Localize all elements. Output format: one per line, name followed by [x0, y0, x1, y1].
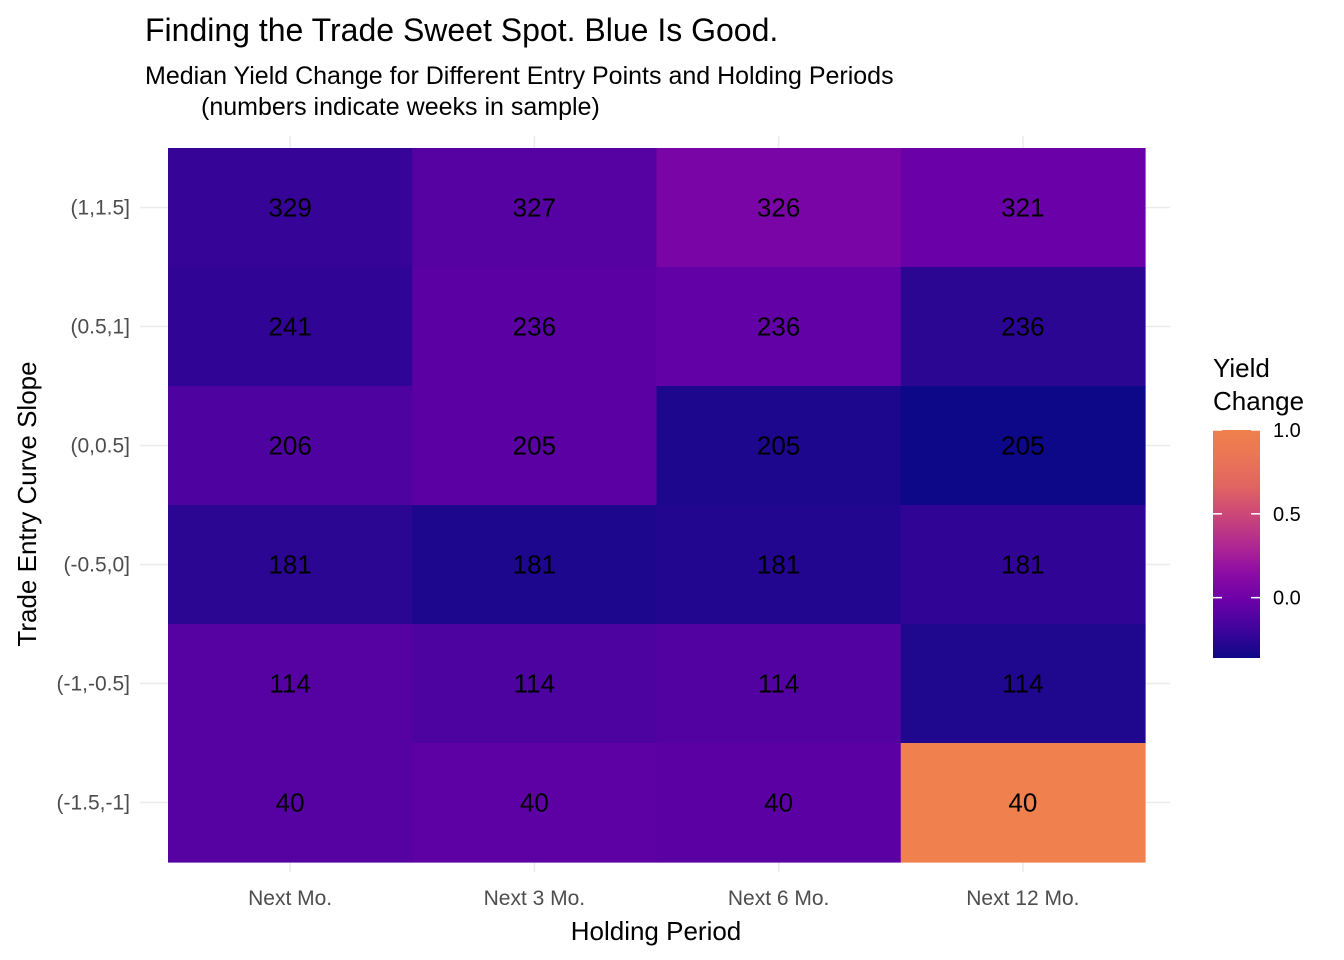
heatmap-cell: [656, 505, 902, 625]
cell-count-label: 181: [513, 550, 556, 580]
heatmap-cell: [168, 505, 413, 625]
legend-title-line2: Change: [1213, 386, 1304, 416]
cell-labels: 329 327 326 321 241 236 236 236 206 205 205 205 181 1…: [268, 193, 1044, 818]
y-tick-label: (1,1.5]: [70, 197, 130, 220]
x-tick-label: Next 12 Mo.: [966, 887, 1079, 910]
heatmap-cell: [168, 267, 413, 387]
color-legend: Yield Change 0.0 0.5 1.0: [1213, 353, 1304, 658]
legend-color-bar: [1213, 430, 1260, 658]
x-tick-label: Next 6 Mo.: [728, 887, 830, 910]
cell-count-label: 114: [1002, 669, 1043, 699]
heatmap-cell: [656, 148, 902, 268]
chart-subtitle-line2: (numbers indicate weeks in sample): [201, 93, 600, 121]
y-tick-label: (-0.5,0]: [63, 554, 130, 577]
x-tick-label: Next Mo.: [248, 887, 332, 910]
cell-count-label: 40: [1008, 788, 1037, 818]
cell-count-label: 40: [276, 788, 305, 818]
cell-count-label: 205: [513, 431, 556, 461]
heatmap-cell: [412, 148, 658, 268]
heatmap-cell: [900, 505, 1146, 625]
cell-count-label: 329: [268, 193, 311, 223]
y-tick-label: (-1,-0.5]: [56, 673, 130, 696]
heatmap-cell: [412, 743, 658, 863]
y-tick-label: (0.5,1]: [70, 316, 130, 339]
cell-count-label: 114: [514, 669, 555, 699]
heatmap-cell: [900, 624, 1146, 744]
heatmap-cell: [900, 148, 1146, 268]
cell-count-label: 205: [757, 431, 800, 461]
heatmap-cell: [412, 386, 658, 506]
legend-title-line1: Yield: [1213, 353, 1270, 383]
cell-count-label: 181: [268, 550, 311, 580]
chart-title: Finding the Trade Sweet Spot. Blue Is Go…: [145, 12, 778, 48]
x-axis-title: Holding Period: [571, 916, 742, 946]
cell-count-label: 181: [1001, 550, 1044, 580]
legend-tick-label: 1.0: [1273, 420, 1301, 442]
heatmap-cell: [656, 386, 902, 506]
y-tick-label: (-1.5,-1]: [56, 792, 130, 815]
heatmap-cell: [168, 743, 413, 863]
legend-ticks: 0.0 0.5 1.0: [1213, 420, 1301, 610]
legend-tick-label: 0.0: [1273, 588, 1301, 610]
cell-count-label: 40: [520, 788, 549, 818]
cell-count-label: 236: [1001, 312, 1044, 342]
cell-count-label: 236: [757, 312, 800, 342]
cell-count-label: 321: [1001, 193, 1044, 223]
y-axis-ticks: (1,1.5] (0.5,1] (0,0.5] (-0.5,0] (-1,-0.5] (-…: [56, 197, 130, 815]
heatmap-cell: [656, 267, 902, 387]
cell-count-label: 205: [1001, 431, 1044, 461]
heatmap-cell: [412, 267, 658, 387]
heatmap-cell: [656, 624, 902, 744]
cell-count-label: 236: [513, 312, 556, 342]
cell-count-label: 114: [269, 669, 310, 699]
heatmap-cell: [168, 148, 413, 268]
heatmap-cells: [168, 148, 1146, 863]
heatmap-cell: [656, 743, 902, 863]
y-axis-title: Trade Entry Curve Slope: [12, 361, 42, 646]
chart-subtitle-line1: Median Yield Change for Different Entry …: [145, 62, 894, 90]
cell-count-label: 326: [757, 193, 800, 223]
heatmap-cell: [900, 386, 1146, 506]
heatmap-cell: [168, 624, 413, 744]
cell-count-label: 114: [758, 669, 799, 699]
y-tick-label: (0,0.5]: [70, 435, 130, 458]
heatmap-cell: [900, 743, 1146, 863]
heatmap-cell: [168, 386, 413, 506]
heatmap-cell: [900, 267, 1146, 387]
legend-tick-label: 0.5: [1273, 504, 1301, 526]
x-axis-ticks: Next Mo. Next 3 Mo. Next 6 Mo. Next 12 Mo.: [248, 887, 1079, 910]
cell-count-label: 181: [757, 550, 800, 580]
heatmap-cell: [412, 624, 658, 744]
cell-count-label: 40: [764, 788, 793, 818]
cell-count-label: 206: [268, 431, 311, 461]
heatmap-cell: [412, 505, 658, 625]
x-tick-label: Next 3 Mo.: [484, 887, 586, 910]
cell-count-label: 241: [268, 312, 311, 342]
cell-count-label: 327: [513, 193, 556, 223]
